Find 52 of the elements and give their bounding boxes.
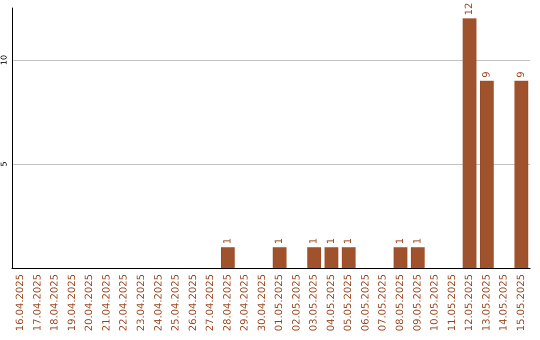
data-label: 1 <box>274 238 286 244</box>
x-tick-label: 25.04.2025 <box>170 274 182 332</box>
x-tick-label: 05.05.2025 <box>343 274 354 332</box>
data-label: 1 <box>395 238 406 244</box>
x-tick-label: 04.05.2025 <box>326 274 337 332</box>
x-tick-label: 03.05.2025 <box>308 274 320 332</box>
bar <box>272 247 287 268</box>
x-tick-label: 17.04.2025 <box>32 274 44 332</box>
x-tick-label: 10.05.2025 <box>430 274 441 332</box>
bar <box>462 18 476 268</box>
x-tick-label: 18.04.2025 <box>50 274 61 332</box>
x-tick-label: 22.04.2025 <box>118 274 130 332</box>
data-label: 9 <box>516 71 527 78</box>
data-label: 12 <box>464 2 476 16</box>
x-tick-label: 15.05.2025 <box>516 274 527 332</box>
x-tick-label: 14.05.2025 <box>498 274 510 332</box>
bar <box>394 247 408 268</box>
x-tick-label: 08.05.2025 <box>395 274 406 332</box>
x-tick-label: 12.05.2025 <box>464 274 476 332</box>
data-label: 1 <box>343 238 354 244</box>
y-tick-label: 10 <box>0 54 8 66</box>
x-tick-label: 13.05.2025 <box>481 274 492 332</box>
x-tick-label: 20.04.2025 <box>84 274 96 332</box>
x-tick-label: 26.04.2025 <box>188 274 199 332</box>
x-tick-label: 16.04.2025 <box>15 274 26 332</box>
x-tick-label: 29.04.2025 <box>240 274 251 332</box>
data-label: 9 <box>481 71 492 78</box>
x-tick-label: 06.05.2025 <box>360 274 372 332</box>
x-tick-label: 30.04.2025 <box>256 274 268 332</box>
x-tick-label: 23.04.2025 <box>136 274 147 332</box>
x-tick-label: 01.05.2025 <box>274 274 286 332</box>
x-tick-label: 07.05.2025 <box>378 274 389 332</box>
bar <box>480 80 494 268</box>
data-label: 1 <box>308 238 320 244</box>
bar <box>324 247 338 268</box>
x-tick-label: 09.05.2025 <box>412 274 424 332</box>
x-tick-label: 02.05.2025 <box>291 274 302 332</box>
data-label: 1 <box>326 238 337 244</box>
bar <box>307 247 322 268</box>
x-tick-label: 27.04.2025 <box>205 274 216 332</box>
data-label: 1 <box>222 238 234 244</box>
x-tick-label: 28.04.2025 <box>222 274 234 332</box>
x-tick-label: 21.04.2025 <box>101 274 112 332</box>
x-tick-label: 11.05.2025 <box>446 274 458 332</box>
bar <box>342 247 356 268</box>
data-label: 1 <box>412 238 424 244</box>
y-tick-label: 5 <box>0 161 8 167</box>
bar <box>220 247 235 268</box>
bar <box>410 247 425 268</box>
x-tick-label: 19.04.2025 <box>66 274 78 332</box>
bar <box>514 80 528 268</box>
x-tick-label: 24.04.2025 <box>153 274 164 332</box>
